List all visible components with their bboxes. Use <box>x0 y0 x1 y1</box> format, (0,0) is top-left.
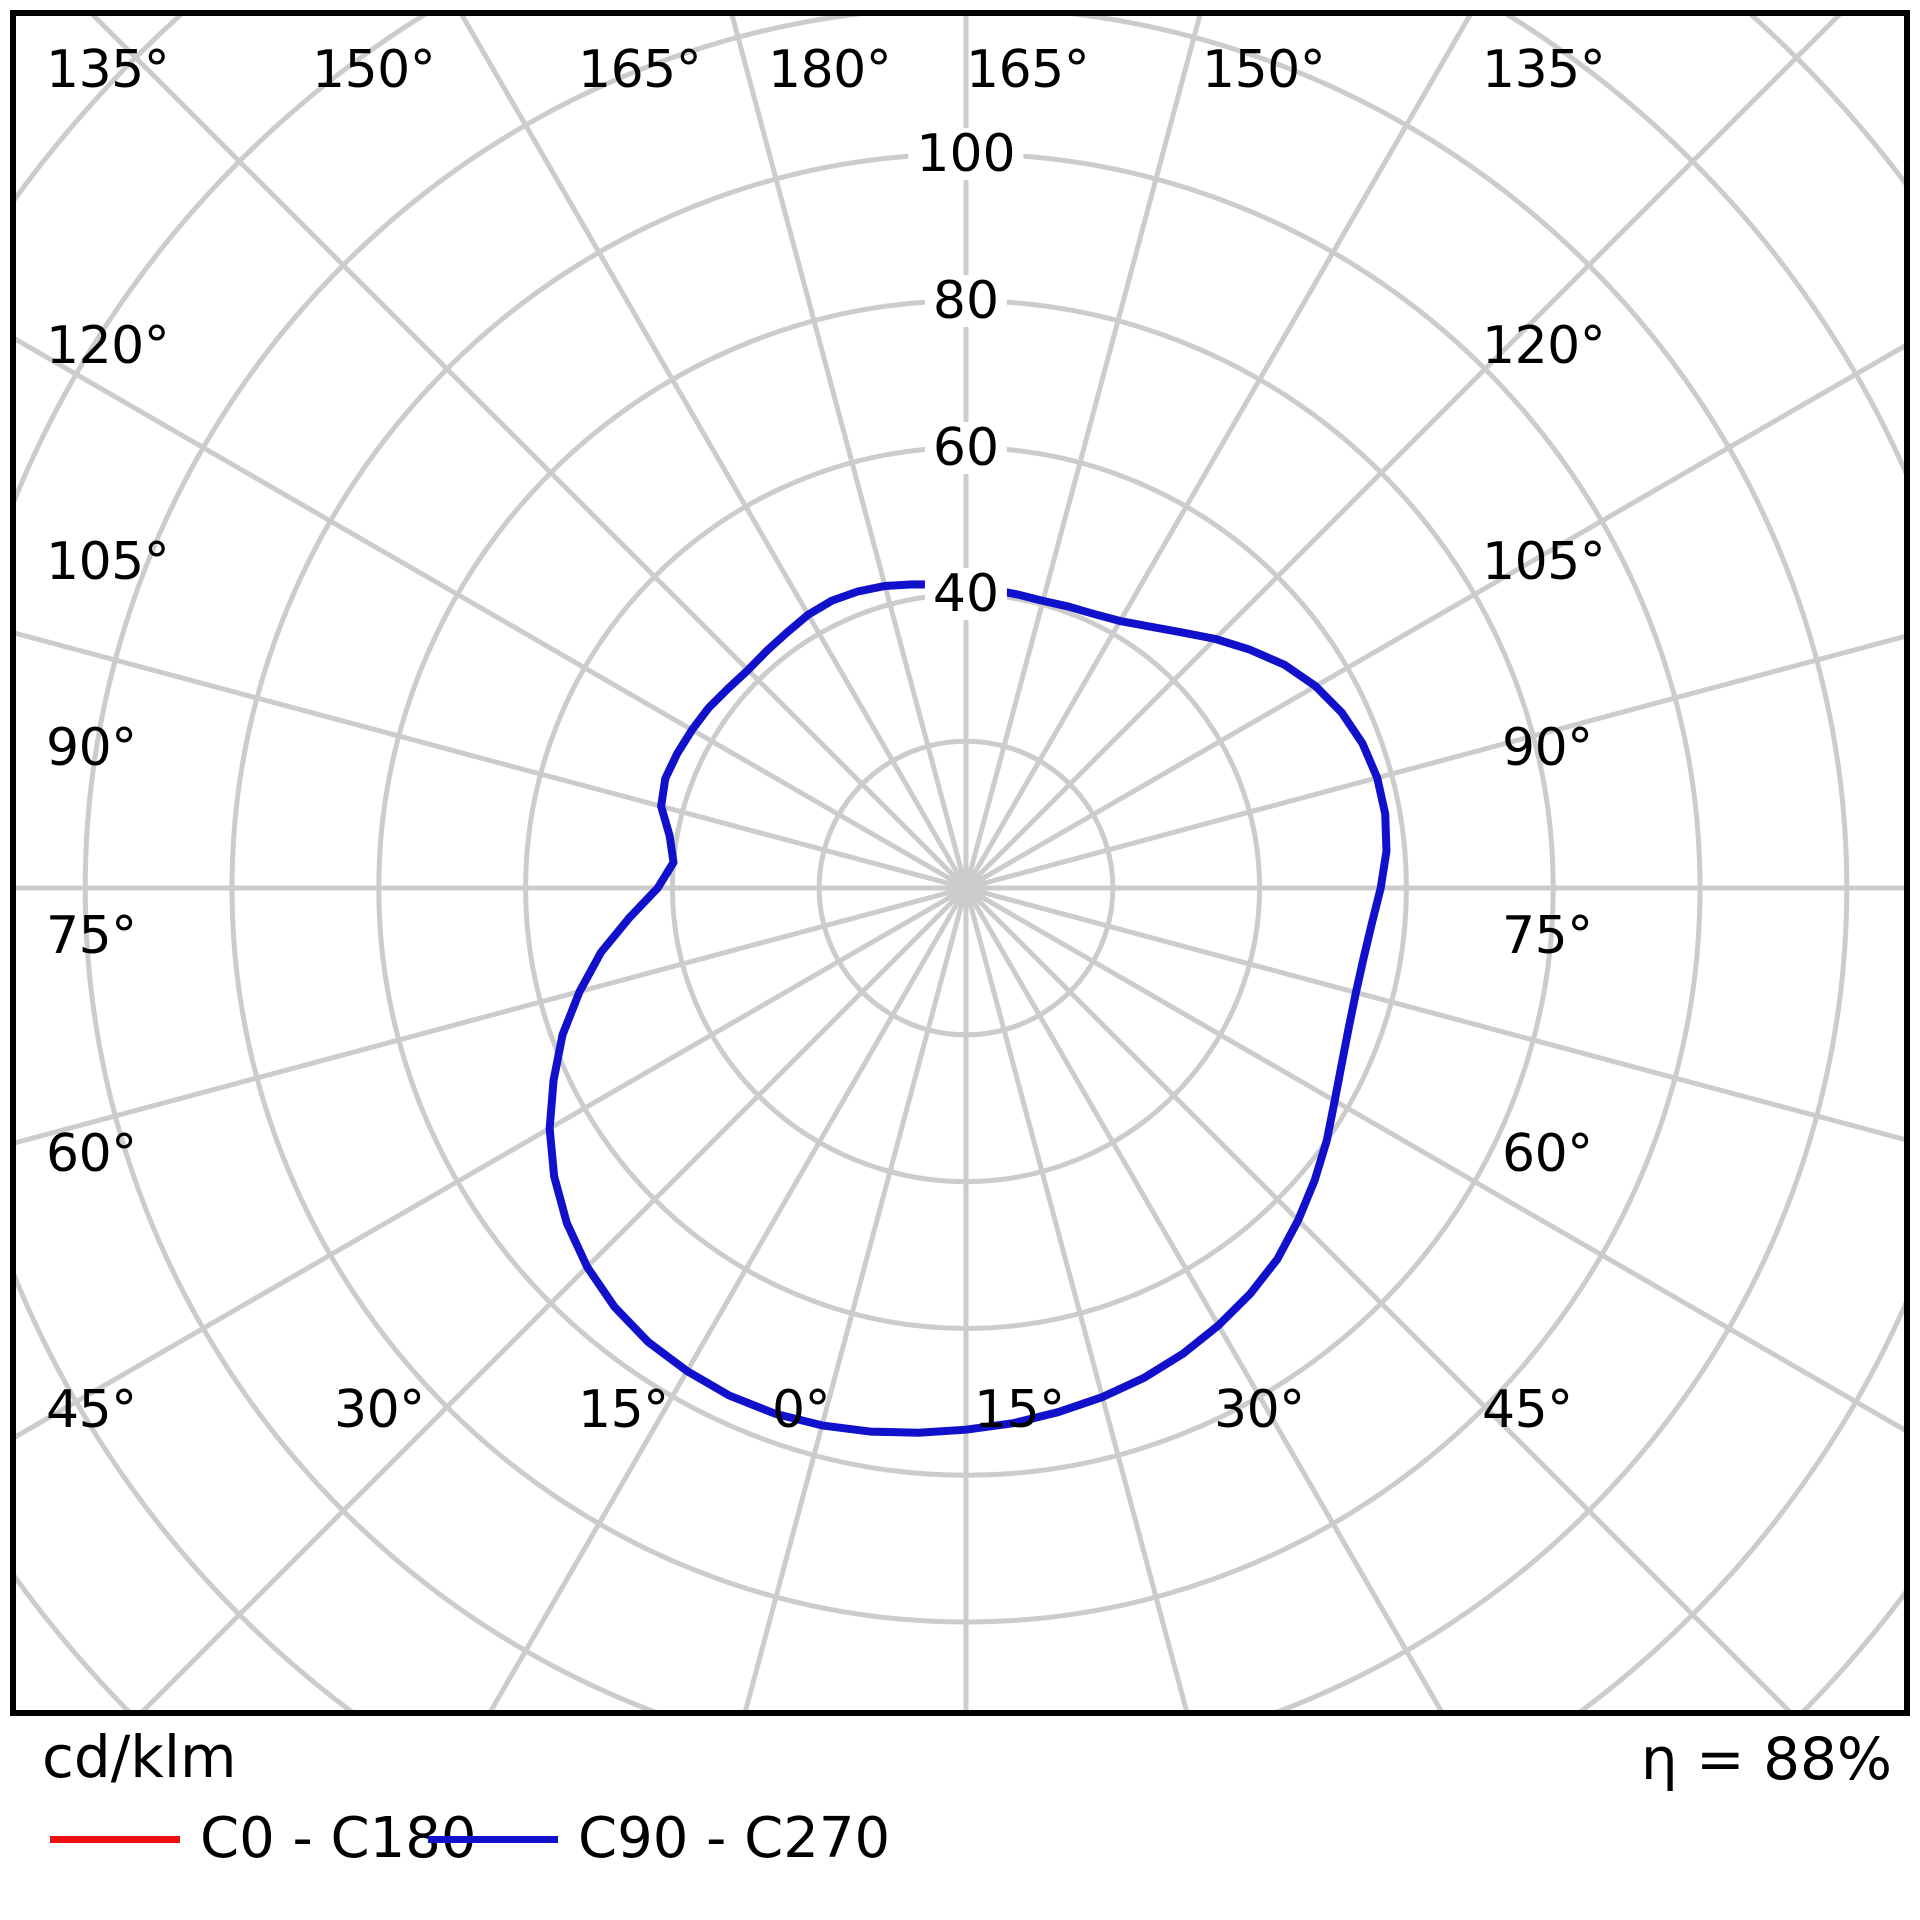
angle-label-90deg-9: 90° <box>46 718 137 778</box>
chart-footer: cd/klm η = 88% C0 - C180 C90 - C270 <box>10 1722 1910 1912</box>
angle-label-60deg-11: 60° <box>46 1124 137 1184</box>
angle-label-75deg-10: 75° <box>46 906 137 966</box>
unit-label: cd/klm <box>42 1723 237 1791</box>
angle-label-135deg-0: 135° <box>46 39 170 100</box>
legend-item-c90-c270: C90 - C270 <box>428 1808 890 1870</box>
efficiency-label: η = 88% <box>1640 1725 1892 1793</box>
legend-swatch-c0-c180 <box>50 1835 180 1843</box>
radial-tick-80: 80 <box>924 274 1008 327</box>
radial-tick-100: 100 <box>908 127 1024 180</box>
grid-spokes <box>16 16 1904 1710</box>
radial-tick-60: 60 <box>924 421 1008 474</box>
angle-label-45deg-17: 45° <box>46 1380 137 1440</box>
angle-label-90deg-14: 90° <box>1502 718 1593 778</box>
series-curves <box>545 580 1391 1437</box>
angle-label-120deg-7: 120° <box>46 316 170 376</box>
legend-item-c0-c180: C0 - C180 <box>50 1808 477 1870</box>
angle-label-150deg-1: 150° <box>312 39 436 100</box>
series-curve-1 <box>545 580 1391 1437</box>
angle-label-165deg-2: 165° <box>578 39 702 100</box>
angle-label-150deg-5: 150° <box>1202 39 1326 100</box>
angle-label-45deg-23: 45° <box>1482 1380 1573 1440</box>
legend-swatch-c90-c270 <box>428 1835 558 1843</box>
angle-label-105deg-13: 105° <box>1482 532 1606 592</box>
angle-label-60deg-16: 60° <box>1502 1124 1593 1184</box>
angle-label-0deg-20: 0° <box>772 1380 831 1440</box>
angle-label-135deg-6: 135° <box>1482 39 1606 100</box>
angle-label-30deg-22: 30° <box>1214 1380 1305 1440</box>
angle-label-120deg-12: 120° <box>1482 316 1606 376</box>
radial-tick-40: 40 <box>924 568 1008 621</box>
angle-label-30deg-18: 30° <box>333 1380 425 1440</box>
angle-label-15deg-19: 15° <box>578 1380 669 1440</box>
polar-grid-and-curve <box>16 16 1904 1710</box>
angle-label-180deg-3: 180° <box>768 39 892 100</box>
angle-label-105deg-8: 105° <box>46 532 170 592</box>
angle-label-15deg-21: 15° <box>974 1380 1065 1440</box>
angle-label-165deg-4: 165° <box>966 39 1090 100</box>
plot-frame: 100 80 60 40 135° 150° 165° 180° 165° 150° 135° 12… <box>10 10 1910 1716</box>
grid-spoke-165 <box>743 16 1203 1710</box>
legend-label-c90-c270: C90 - C270 <box>578 1806 891 1871</box>
angle-label-75deg-15: 75° <box>1502 906 1593 966</box>
